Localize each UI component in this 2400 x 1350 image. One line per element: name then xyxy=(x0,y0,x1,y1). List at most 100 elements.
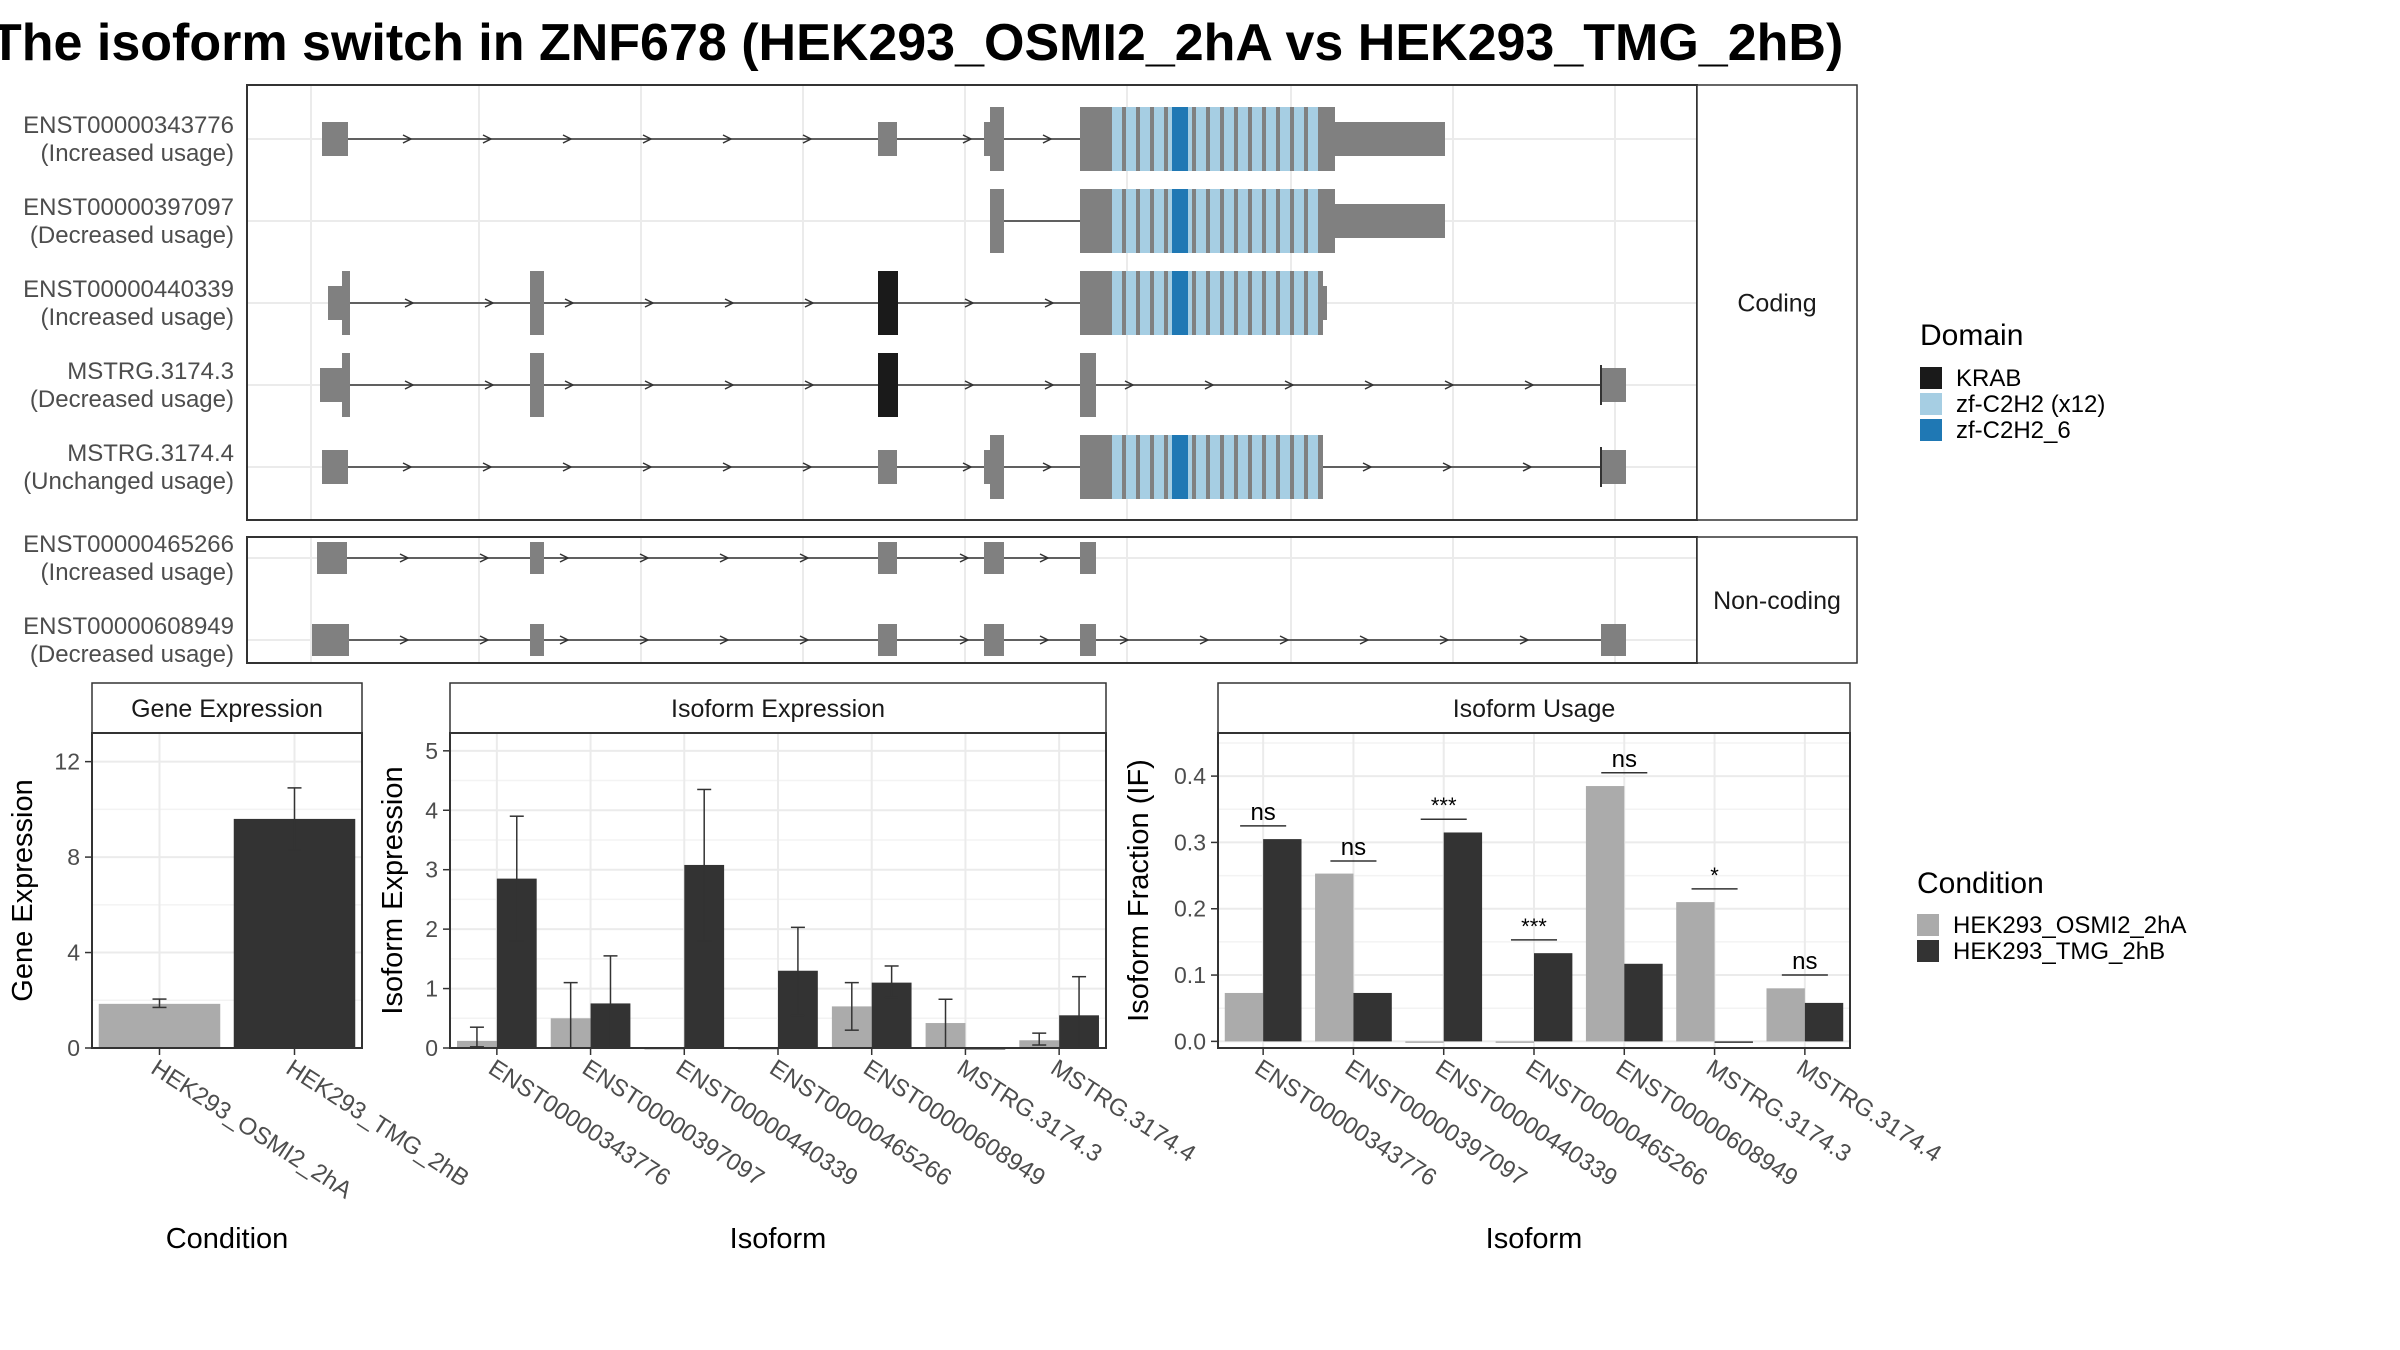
zf-separator xyxy=(1164,107,1168,171)
zf-separator xyxy=(1122,189,1126,253)
zf-separator xyxy=(1164,271,1168,335)
zf-separator xyxy=(1136,435,1140,499)
zf-separator xyxy=(1234,107,1238,171)
intron-arrow xyxy=(802,462,813,472)
intron-arrow xyxy=(479,635,490,645)
intron-arrow xyxy=(799,635,810,645)
significance-label: ns xyxy=(1250,799,1275,826)
intron-arrow xyxy=(1204,380,1215,390)
zf-separator xyxy=(1220,435,1224,499)
exon xyxy=(1602,368,1626,402)
zf-separator xyxy=(1290,271,1294,335)
zf-separator xyxy=(1276,189,1280,253)
panel-title: Gene Expression xyxy=(131,695,323,723)
intron-arrow xyxy=(964,380,975,390)
x-axis-title: Condition xyxy=(166,1223,289,1255)
intron-arrow xyxy=(1199,635,1210,645)
exon xyxy=(984,542,1004,574)
zf-separator xyxy=(1276,435,1280,499)
exon xyxy=(328,286,346,320)
condition-legend-label: HEK293_TMG_2hB xyxy=(1953,938,2165,965)
zf-separator xyxy=(1206,189,1210,253)
y-tick-label: 5 xyxy=(425,738,438,764)
transcript-usage-label: (Increased usage) xyxy=(41,559,234,586)
zf-separator xyxy=(1276,107,1280,171)
significance-label: ns xyxy=(1792,948,1817,975)
intron-arrow xyxy=(719,635,730,645)
bar xyxy=(233,818,356,1048)
y-tick-label: 0.4 xyxy=(1174,763,1206,789)
zf-separator xyxy=(1304,271,1308,335)
condition-legend-title: Condition xyxy=(1917,867,2044,900)
bar xyxy=(1676,902,1715,1042)
intron-arrow xyxy=(644,298,655,308)
intron-arrow xyxy=(724,298,735,308)
intron-arrow xyxy=(1439,635,1450,645)
exon xyxy=(530,542,544,574)
bar xyxy=(1585,786,1625,1042)
intron-arrow xyxy=(1522,462,1533,472)
zf-separator xyxy=(1248,435,1252,499)
exon xyxy=(878,450,897,484)
intron-arrow xyxy=(404,298,415,308)
y-tick-label: 12 xyxy=(54,749,80,775)
bar xyxy=(1495,1041,1534,1043)
zf-separator xyxy=(1262,435,1266,499)
intron-arrow xyxy=(959,553,970,563)
exon xyxy=(878,122,897,156)
intron-arrow xyxy=(562,134,573,144)
intron-arrow xyxy=(959,635,970,645)
zf-separator xyxy=(1234,435,1238,499)
intron-arrow xyxy=(482,462,493,472)
intron-arrow xyxy=(404,380,415,390)
exon xyxy=(1335,122,1445,156)
intron-arrow xyxy=(1444,380,1455,390)
intron-arrow xyxy=(804,298,815,308)
intron-arrow xyxy=(399,635,410,645)
krab-domain xyxy=(878,353,898,417)
x-axis-title: Isoform xyxy=(1486,1223,1583,1255)
intron-arrow xyxy=(559,553,570,563)
zf-separator xyxy=(1136,271,1140,335)
facet-strip-label: Non-coding xyxy=(1713,587,1841,615)
domain-legend-swatch xyxy=(1920,393,1942,415)
zf-separator xyxy=(1136,107,1140,171)
y-axis-title: Isoform Expression xyxy=(377,766,409,1014)
exon xyxy=(312,624,349,656)
y-tick-label: 0.1 xyxy=(1174,962,1206,988)
zf-separator xyxy=(1220,189,1224,253)
intron-arrow xyxy=(1042,462,1053,472)
zf-separator xyxy=(1122,271,1126,335)
zf-separator xyxy=(1304,107,1308,171)
y-tick-label: 4 xyxy=(425,797,438,823)
domain-legend-swatch xyxy=(1920,419,1942,441)
isoform-expression-panel: Isoform Expression012345ENST00000343776E… xyxy=(377,682,1200,1255)
transcript-id-label: MSTRG.3174.4 xyxy=(67,440,234,467)
exon xyxy=(530,624,544,656)
bar xyxy=(1624,963,1663,1042)
intron-arrow xyxy=(722,462,733,472)
zf-separator xyxy=(1220,271,1224,335)
intron-arrow xyxy=(562,462,573,472)
intron-arrow xyxy=(1039,553,1050,563)
intron-arrow xyxy=(639,553,650,563)
intron-arrow xyxy=(799,553,810,563)
panel-border xyxy=(91,732,363,1049)
condition-legend-label: HEK293_OSMI2_2hA xyxy=(1953,912,2186,939)
x-tick-label: MSTRG.3174.4 xyxy=(1792,1054,1947,1167)
exon xyxy=(1601,624,1626,656)
zf-separator xyxy=(1122,435,1126,499)
intron-arrow xyxy=(1362,462,1373,472)
exon xyxy=(322,450,348,484)
intron-arrow xyxy=(564,380,575,390)
zf-separator xyxy=(1164,189,1168,253)
intron-arrow xyxy=(724,380,735,390)
exon xyxy=(990,189,1004,253)
zf-C2H2_6-domain xyxy=(1172,189,1188,253)
transcript-id-label: ENST00000343776 xyxy=(23,112,234,139)
transcript-id-label: ENST00000465266 xyxy=(23,531,234,558)
intron-arrow xyxy=(642,134,653,144)
intron-arrow xyxy=(479,553,490,563)
transcript-usage-label: (Decreased usage) xyxy=(30,222,234,249)
